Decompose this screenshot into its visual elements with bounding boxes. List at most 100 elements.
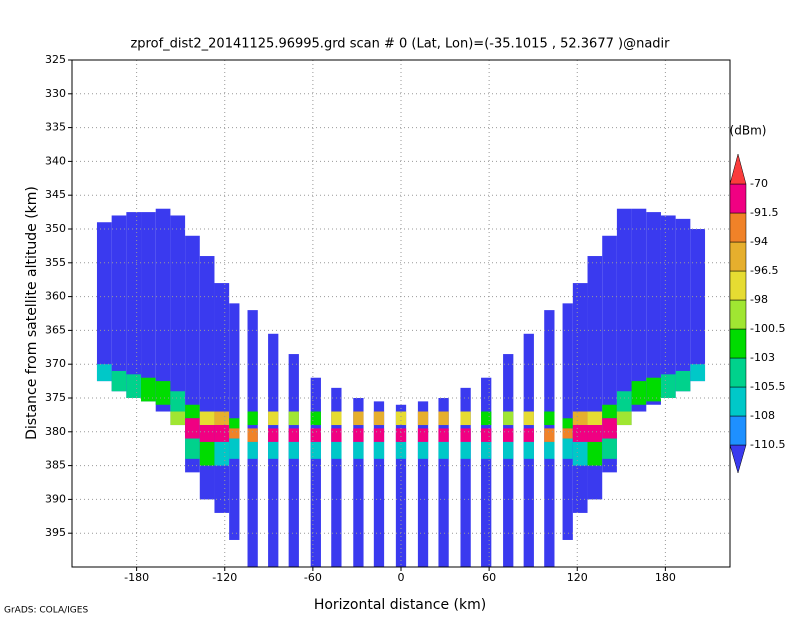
- cell: [481, 428, 492, 442]
- colorbar-swatch: [729, 299, 747, 330]
- y-tick-label: 350: [45, 222, 66, 235]
- cell: [353, 411, 364, 426]
- cell: [268, 428, 279, 442]
- y-tick-label: 395: [45, 526, 66, 539]
- cell: [602, 438, 617, 459]
- cell: [438, 411, 449, 426]
- cell: [373, 441, 385, 459]
- cell: [660, 374, 676, 398]
- cell: [675, 370, 691, 392]
- cell: [288, 428, 299, 442]
- cell: [395, 411, 407, 426]
- cell: [353, 428, 364, 442]
- cell: [660, 215, 676, 398]
- cell: [602, 418, 617, 439]
- cell: [523, 428, 534, 442]
- cell: [96, 364, 112, 382]
- cell: [229, 418, 240, 429]
- cell: [481, 377, 492, 567]
- cell: [503, 411, 514, 426]
- colorbar-swatch: [729, 357, 747, 388]
- cell: [395, 428, 407, 442]
- cell: [631, 208, 647, 412]
- cell: [438, 441, 449, 459]
- cell: [417, 428, 429, 442]
- x-tick-label: 0: [398, 571, 405, 584]
- y-tick-label: 345: [45, 188, 66, 201]
- cell: [373, 428, 385, 442]
- colorbar-swatch: [729, 153, 747, 185]
- colorbar-unit: (dBm): [730, 124, 767, 138]
- cell: [268, 411, 279, 426]
- colorbar-swatch: [729, 241, 747, 272]
- cell: [616, 391, 632, 412]
- cell: [417, 441, 429, 459]
- colorbar-label: -100.5: [750, 322, 785, 335]
- cell: [417, 401, 429, 567]
- field: [96, 208, 706, 567]
- colorbar-label: -98: [750, 293, 768, 306]
- y-tick-label: 385: [45, 459, 66, 472]
- colorbar-label: -96.5: [750, 264, 778, 277]
- cell: [185, 438, 200, 459]
- cell: [572, 441, 588, 466]
- cell: [460, 428, 471, 442]
- colorbar-label: -70: [750, 177, 768, 190]
- cell: [141, 377, 156, 402]
- cell: [544, 441, 555, 459]
- x-tick-label: -60: [304, 571, 322, 584]
- cell: [646, 377, 661, 402]
- cell: [503, 441, 514, 459]
- cell: [572, 411, 588, 426]
- cell: [523, 441, 534, 459]
- colorbar-swatch: [729, 212, 747, 243]
- x-tick-label: -120: [212, 571, 237, 584]
- chart-title: zprof_dist2_20141125.96995.grd scan # 0 …: [130, 37, 670, 52]
- cell: [111, 215, 127, 392]
- cell: [155, 208, 171, 412]
- y-tick-label: 365: [45, 323, 66, 336]
- cell: [268, 441, 279, 459]
- cell: [247, 428, 258, 442]
- cell: [185, 404, 200, 419]
- cell: [417, 411, 429, 426]
- x-tick-label: 180: [655, 571, 676, 584]
- cell: [155, 381, 171, 405]
- cell: [214, 441, 230, 466]
- cell: [353, 441, 364, 459]
- colorbar-label: -91.5: [750, 206, 778, 219]
- cell: [572, 425, 588, 442]
- cell: [331, 428, 342, 442]
- y-tick-label: 380: [45, 425, 66, 438]
- y-axis-label: Distance from satellite altitude (km): [24, 186, 40, 440]
- cell: [616, 411, 632, 426]
- cell: [199, 441, 215, 466]
- cell: [247, 411, 258, 426]
- cell: [170, 215, 186, 426]
- y-tick-label: 335: [45, 121, 66, 134]
- cell: [310, 441, 321, 459]
- y-tick-label: 390: [45, 492, 66, 505]
- cell: [438, 398, 449, 567]
- cell: [247, 441, 258, 459]
- y-tick-label: 370: [45, 357, 66, 370]
- colorbar-swatch: [729, 386, 747, 417]
- colorbar-swatch: [729, 270, 747, 301]
- cell: [562, 418, 573, 429]
- cell: [373, 401, 385, 567]
- cell: [331, 387, 342, 567]
- cell: [562, 438, 573, 459]
- colorbar-label: -105.5: [750, 380, 785, 393]
- colorbar-swatch: [729, 183, 747, 214]
- cell: [503, 428, 514, 442]
- x-tick-label: -180: [124, 571, 149, 584]
- cell: [481, 441, 492, 459]
- x-tick-label: 120: [567, 571, 588, 584]
- cell: [199, 411, 215, 426]
- colorbar-label: -108: [750, 409, 775, 422]
- cell: [690, 229, 706, 382]
- colorbar-swatch: [729, 328, 747, 359]
- y-tick-label: 330: [45, 87, 66, 100]
- cell: [126, 212, 142, 398]
- cell: [587, 425, 603, 442]
